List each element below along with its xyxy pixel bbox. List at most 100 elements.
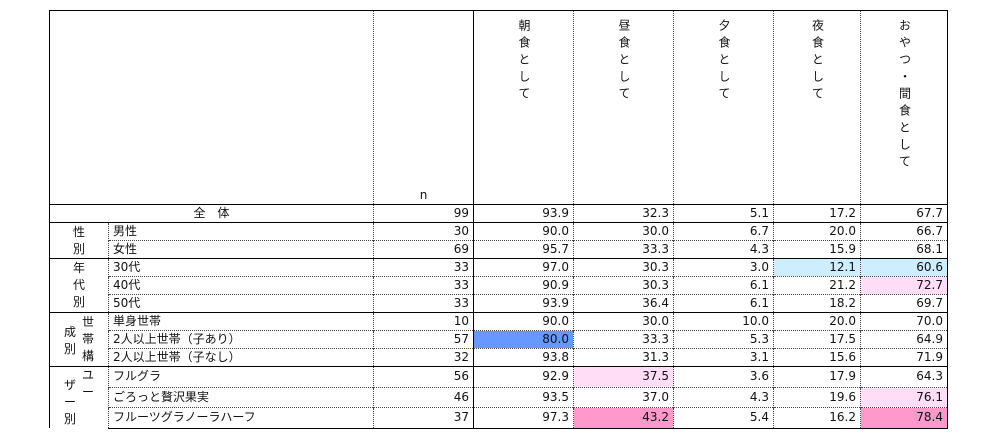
value-cell: 37.0: [573, 386, 674, 408]
group-label-char: 別: [63, 342, 76, 356]
table-row: フルーツグラノーラハーフ 37 97.3 43.2 5.4 16.2 78.4: [50, 407, 948, 429]
value-cell: 30.0: [573, 312, 674, 331]
value-cell: 15.9: [773, 240, 861, 259]
total-n: 99: [373, 204, 474, 223]
value-cell: 90.0: [473, 222, 574, 241]
value-cell: 33.3: [573, 240, 674, 259]
value-cell: 97.3: [473, 407, 574, 429]
value-cell: 15.6: [773, 348, 861, 367]
group-label-char: ザ: [63, 378, 76, 392]
row-label: 男性: [108, 222, 374, 241]
row-n: 46: [373, 386, 474, 408]
value-cell: 97.0: [473, 258, 574, 277]
value-cell: 66.7: [860, 222, 948, 241]
value-cell: 90.0: [473, 312, 574, 331]
value-cell: 64.3: [860, 366, 948, 387]
table-row: 2人以上世帯（子あり） 57 80.0 33.3 5.3 17.5 64.9: [50, 330, 948, 349]
group-label-char: 性: [72, 224, 85, 239]
row-n: 30: [373, 222, 474, 241]
header-lunch: 昼食として: [617, 19, 631, 104]
value-cell: 92.9: [473, 366, 574, 387]
group-label-char: ユ: [82, 368, 95, 382]
row-n: 33: [373, 294, 474, 313]
value-cell: 20.0: [773, 222, 861, 241]
value-cell: 6.7: [673, 222, 774, 241]
header-late-night: 夜食として: [810, 19, 825, 104]
row-label: 単身世帯: [108, 312, 374, 331]
value-cell: 37.5: [573, 366, 674, 387]
group-label-char: 構: [82, 349, 95, 363]
value-cell: 95.7: [473, 240, 574, 259]
row-n: 37: [373, 407, 474, 429]
total-value: 67.7: [860, 204, 948, 223]
value-cell: 90.9: [473, 276, 574, 295]
value-cell: 6.1: [673, 276, 774, 295]
header-dinner: 夕食として: [717, 19, 731, 104]
value-cell: 6.1: [673, 294, 774, 313]
value-cell: 80.0: [473, 330, 574, 349]
value-cell: 36.4: [573, 294, 674, 313]
value-cell: 20.0: [773, 312, 861, 331]
table-row: 2人以上世帯（子なし） 32 93.8 31.3 3.1 15.6 71.9: [50, 348, 948, 367]
group-label: 性別: [49, 222, 109, 259]
row-n: 33: [373, 258, 474, 277]
value-cell: 16.2: [773, 407, 861, 429]
row-label: ごろっと贅沢果実: [108, 386, 374, 408]
group-label-char: 成: [63, 325, 76, 339]
value-cell: 30.3: [573, 258, 674, 277]
value-cell: 71.9: [860, 348, 948, 367]
group-label-char: 世: [82, 315, 95, 329]
row-n: 56: [373, 366, 474, 387]
table-row: ザー別ユーフルグラ 56 92.9 37.5 3.6 17.9 64.3: [49, 366, 948, 428]
row-label: 女性: [108, 240, 374, 259]
table-row: 40代 33 90.9 30.3 6.1 21.2 72.7: [50, 276, 948, 295]
value-cell: 31.3: [573, 348, 674, 367]
value-cell: 93.9: [473, 294, 574, 313]
total-value: 17.2: [773, 204, 861, 223]
table-row: ごろっと贅沢果実 46 93.5 37.0 4.3 19.6 76.1: [50, 386, 948, 408]
group-label: 年代別: [49, 258, 109, 313]
group-label-char: 帯: [82, 332, 95, 346]
value-cell: 19.6: [773, 386, 861, 408]
value-cell: 76.1: [860, 386, 948, 408]
row-n: 57: [373, 330, 474, 349]
value-cell: 60.6: [860, 258, 948, 277]
row-n: 69: [373, 240, 474, 259]
group-label-char: 別: [63, 412, 76, 426]
value-cell: 93.5: [473, 386, 574, 408]
value-cell: 17.9: [773, 366, 861, 387]
value-cell: 4.3: [673, 240, 774, 259]
header-n: n: [373, 10, 474, 205]
value-cell: 64.9: [860, 330, 948, 349]
group-label: ザー別 ユー: [49, 366, 109, 428]
value-cell: 3.0: [673, 258, 774, 277]
row-label: 40代: [108, 276, 374, 295]
value-cell: 68.1: [860, 240, 948, 259]
row-label: フルーツグラノーラハーフ: [108, 407, 374, 429]
total-value: 32.3: [573, 204, 674, 223]
header-breakfast: 朝食として: [517, 19, 531, 104]
value-cell: 5.4: [673, 407, 774, 429]
value-cell: 72.7: [860, 276, 948, 295]
value-cell: 10.0: [673, 312, 774, 331]
value-cell: 70.0: [860, 312, 948, 331]
value-cell: 43.2: [573, 407, 674, 429]
value-cell: 3.1: [673, 348, 774, 367]
group-label-char: 別: [72, 295, 85, 309]
group-label-char: ー: [82, 385, 95, 399]
value-cell: 21.2: [773, 276, 861, 295]
header-blank: [49, 10, 374, 205]
value-cell: 33.3: [573, 330, 674, 349]
total-label: 全 体: [49, 204, 374, 223]
crosstab-table: n 朝食として 昼食として 夕食として 夜食として おやつ・間食として 全 体 …: [49, 10, 948, 429]
row-label: 2人以上世帯（子なし）: [108, 348, 374, 367]
value-cell: 4.3: [673, 386, 774, 408]
value-cell: 93.8: [473, 348, 574, 367]
value-cell: 3.6: [673, 366, 774, 387]
table-row: 年代別 30代 33 97.0 30.3 3.0 12.1 60.6: [49, 258, 948, 313]
table-row: 女性 69 95.7 33.3 4.3 15.9 68.1: [50, 240, 948, 259]
value-cell: 18.2: [773, 294, 861, 313]
row-n: 32: [373, 348, 474, 367]
table-row: 性別男性 30 90.0 30.0 6.7 20.0 66.7: [49, 222, 948, 259]
total-value: 93.9: [473, 204, 574, 223]
